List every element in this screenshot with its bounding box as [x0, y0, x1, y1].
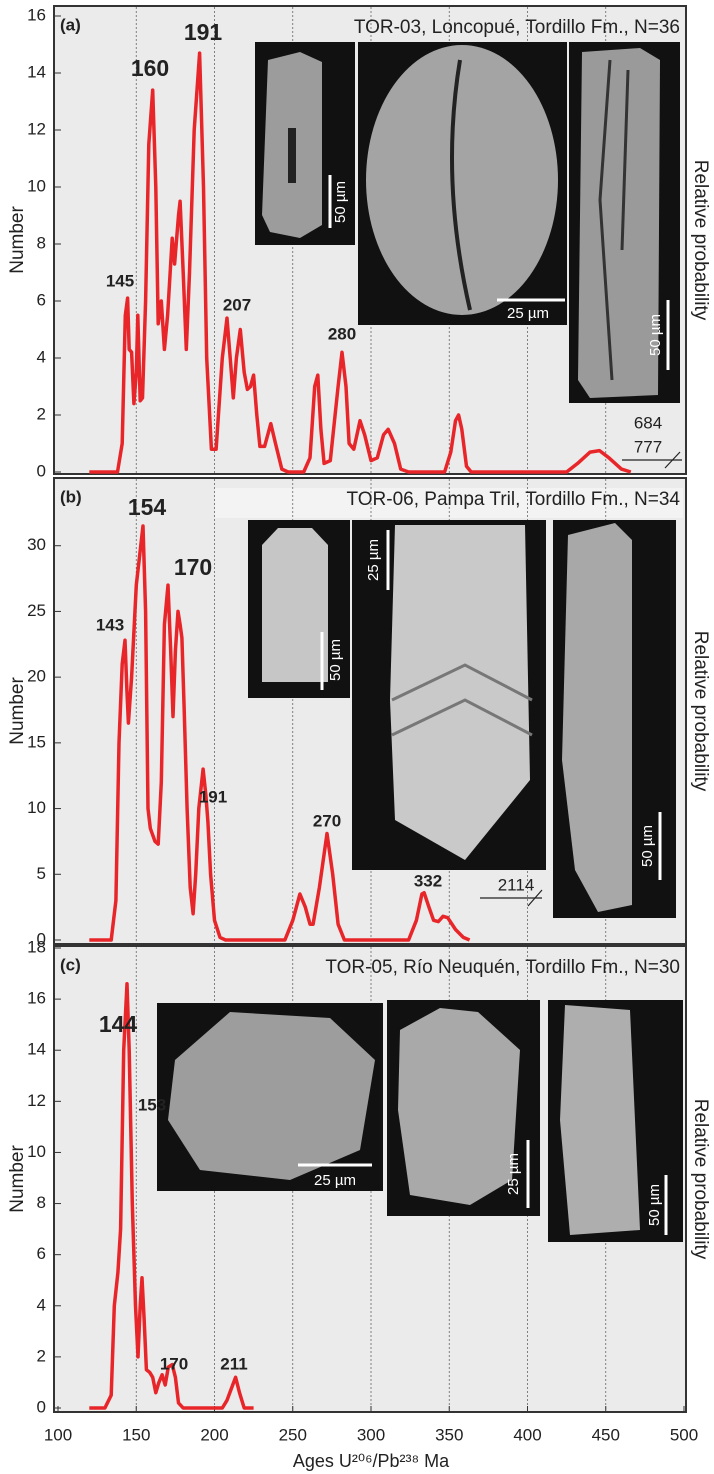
- peak-label: 191: [184, 19, 223, 45]
- panel-label: (c): [60, 955, 81, 974]
- x-tick-label: 450: [592, 1425, 620, 1444]
- panel-title: TOR-03, Loncopué, Tordillo Fm., N=36: [354, 17, 680, 38]
- x-tick-label: 400: [513, 1425, 541, 1444]
- y-tick-label: 16: [27, 989, 46, 1008]
- x-tick-label: 350: [435, 1425, 463, 1444]
- y-tick-label: 20: [27, 667, 46, 686]
- x-axis-label: Ages U²⁰⁶/Pb²³⁸ Ma: [293, 1451, 450, 1471]
- y-tick-label: 30: [27, 535, 46, 554]
- peak-label: 170: [174, 554, 212, 580]
- y2-axis-label: Relative probability: [690, 1099, 711, 1260]
- peak-label: 144: [99, 1011, 138, 1037]
- panel-label: (b): [60, 487, 82, 506]
- peak-label: 145: [106, 271, 134, 290]
- y2-axis-label: Relative probability: [690, 160, 711, 321]
- y-tick-label: 6: [37, 1244, 46, 1263]
- peak-label: 207: [223, 295, 251, 314]
- peak-label: 153: [138, 1095, 166, 1114]
- peak-label: 270: [313, 811, 341, 830]
- y-tick-label: 16: [27, 5, 46, 24]
- y-tick-label: 2: [37, 404, 46, 423]
- y-tick-label: 14: [27, 1040, 46, 1059]
- y-tick-label: 14: [27, 62, 46, 81]
- off-scale-age: 684: [634, 413, 662, 432]
- y-tick-label: 5: [37, 864, 46, 883]
- peak-label: 332: [414, 871, 442, 890]
- y-tick-label: 12: [27, 1091, 46, 1110]
- y-tick-label: 4: [37, 347, 46, 366]
- x-tick-label: 250: [279, 1425, 307, 1444]
- scale-bar-label: 25 µm: [507, 305, 549, 322]
- figure: 50 µm 25 µm 50 µm 684 777 50 µm 25 µm 50…: [0, 0, 714, 1474]
- y2-axis-label: Relative probability: [690, 631, 711, 792]
- scale-bar-label: 50 µm: [646, 1184, 663, 1226]
- y-tick-label: 8: [37, 1193, 46, 1212]
- peak-label: 211: [220, 1354, 247, 1373]
- y-tick-label: 2: [37, 1346, 46, 1365]
- y-axis-label: Number: [7, 677, 28, 745]
- x-tick-label: 150: [122, 1425, 150, 1444]
- y-tick-label: 0: [37, 461, 46, 480]
- peak-label: 191: [199, 787, 227, 806]
- y-tick-label: 10: [27, 176, 46, 195]
- peak-label: 143: [96, 615, 124, 634]
- y-axis-label: Number: [7, 206, 28, 274]
- x-tick-label: 300: [357, 1425, 385, 1444]
- scale-bar-label: 25 µm: [505, 1153, 522, 1195]
- x-tick-label: 200: [200, 1425, 228, 1444]
- peak-label: 280: [328, 324, 356, 343]
- off-scale-age: 2114: [498, 875, 535, 894]
- scale-bar-label: 25 µm: [365, 539, 382, 581]
- y-tick-label: 6: [37, 290, 46, 309]
- x-tick-label: 500: [670, 1425, 698, 1444]
- scale-bar-label: 50 µm: [327, 639, 344, 681]
- scale-bar-label: 50 µm: [647, 314, 664, 356]
- scale-bar-label: 25 µm: [314, 1172, 356, 1189]
- y-tick-label: 18: [27, 937, 46, 956]
- peak-label: 160: [131, 55, 169, 81]
- y-tick-label: 10: [27, 798, 46, 817]
- panel-label: (a): [60, 15, 81, 34]
- y-tick-label: 15: [27, 732, 46, 751]
- panel-title: TOR-05, Río Neuquén, Tordillo Fm., N=30: [325, 957, 680, 978]
- y-tick-label: 0: [37, 1397, 46, 1416]
- y-axis-label: Number: [7, 1145, 28, 1213]
- y-tick-label: 8: [37, 233, 46, 252]
- peak-label: 170: [160, 1354, 188, 1373]
- y-tick-label: 12: [27, 119, 46, 138]
- scale-bar-label: 50 µm: [639, 825, 656, 867]
- y-tick-label: 25: [27, 601, 46, 620]
- peak-label: 154: [128, 494, 167, 520]
- scale-bar-label: 50 µm: [332, 181, 349, 223]
- x-tick-label: 100: [44, 1425, 72, 1444]
- panel-title: TOR-06, Pampa Tril, Tordillo Fm., N=34: [347, 489, 681, 510]
- off-scale-age: 777: [634, 437, 662, 456]
- y-tick-label: 4: [37, 1295, 46, 1314]
- y-tick-label: 10: [27, 1142, 46, 1161]
